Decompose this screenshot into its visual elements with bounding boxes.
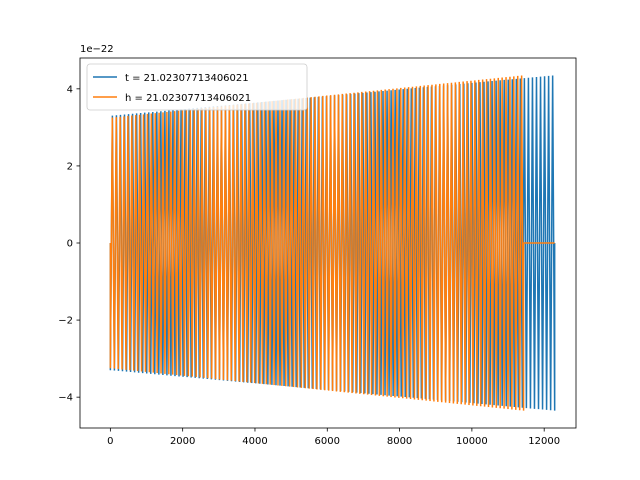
legend-label-1: t = 21.02307713406021 — [125, 73, 249, 84]
y-tick-label: 4 — [67, 84, 73, 95]
x-tick-label: 2000 — [170, 436, 195, 447]
y-tick-label: −4 — [58, 393, 73, 404]
series-line-2 — [109, 75, 555, 411]
y-tick-label: 2 — [67, 161, 73, 172]
y-axis: 4 2 0 −2 −4 — [58, 84, 80, 404]
series-layer — [109, 75, 556, 411]
y-tick-label: 0 — [67, 239, 73, 250]
x-tick-label: 4000 — [242, 436, 267, 447]
y-offset-label: 1e−22 — [80, 44, 114, 55]
legend-box — [86, 63, 308, 111]
legend: t = 21.02307713406021 h = 21.023077134060… — [86, 63, 308, 111]
x-tick-label: 12000 — [528, 436, 560, 447]
y-tick-label: −2 — [58, 316, 73, 327]
x-tick-label: 10000 — [456, 436, 488, 447]
x-tick-label: 8000 — [387, 436, 412, 447]
x-tick-label: 6000 — [315, 436, 340, 447]
x-tick-label: 0 — [107, 436, 113, 447]
x-axis: 0 2000 4000 6000 8000 10000 12000 — [107, 428, 560, 447]
legend-label-2: h = 21.02307713406021 — [125, 93, 251, 104]
